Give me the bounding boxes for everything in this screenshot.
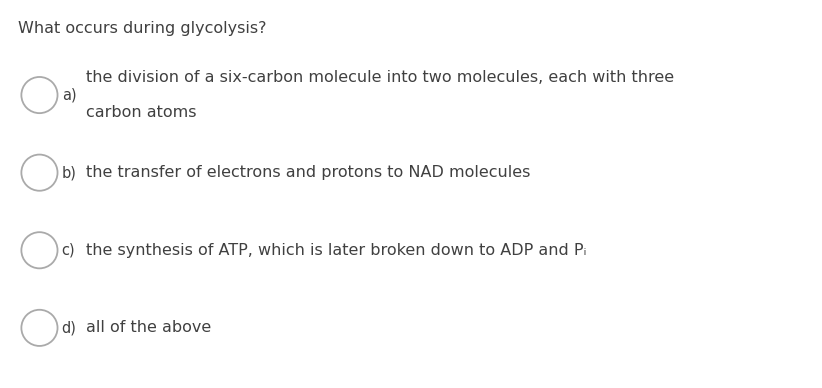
Text: the transfer of electrons and protons to NAD molecules: the transfer of electrons and protons to… [86,165,531,180]
Text: the division of a six-carbon molecule into two molecules, each with three: the division of a six-carbon molecule in… [86,70,674,85]
Text: b): b) [62,165,76,180]
Text: the synthesis of ATP, which is later broken down to ADP and Pᵢ: the synthesis of ATP, which is later bro… [86,243,587,258]
Text: a): a) [62,88,76,102]
Text: carbon atoms: carbon atoms [86,105,196,120]
Text: all of the above: all of the above [86,320,211,335]
Text: d): d) [62,320,76,335]
Text: What occurs during glycolysis?: What occurs during glycolysis? [18,21,266,36]
Text: c): c) [62,243,76,258]
